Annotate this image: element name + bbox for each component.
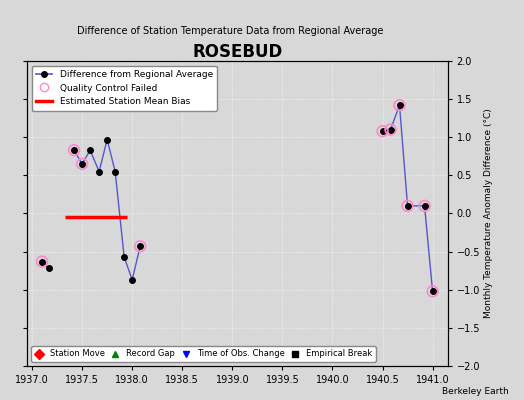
Point <box>78 161 86 167</box>
Legend: Station Move, Record Gap, Time of Obs. Change, Empirical Break: Station Move, Record Gap, Time of Obs. C… <box>31 346 376 362</box>
Point <box>38 258 46 265</box>
Point <box>395 102 403 108</box>
Y-axis label: Monthly Temperature Anomaly Difference (°C): Monthly Temperature Anomaly Difference (… <box>484 109 493 318</box>
Point <box>420 203 429 209</box>
Point <box>386 126 395 133</box>
Point <box>70 147 78 154</box>
Text: Berkeley Earth: Berkeley Earth <box>442 387 508 396</box>
Point <box>136 243 145 250</box>
Point <box>429 288 437 294</box>
Point <box>378 128 387 134</box>
Title: ROSEBUD: ROSEBUD <box>192 43 282 61</box>
Point <box>403 203 412 209</box>
Text: Difference of Station Temperature Data from Regional Average: Difference of Station Temperature Data f… <box>78 26 384 36</box>
